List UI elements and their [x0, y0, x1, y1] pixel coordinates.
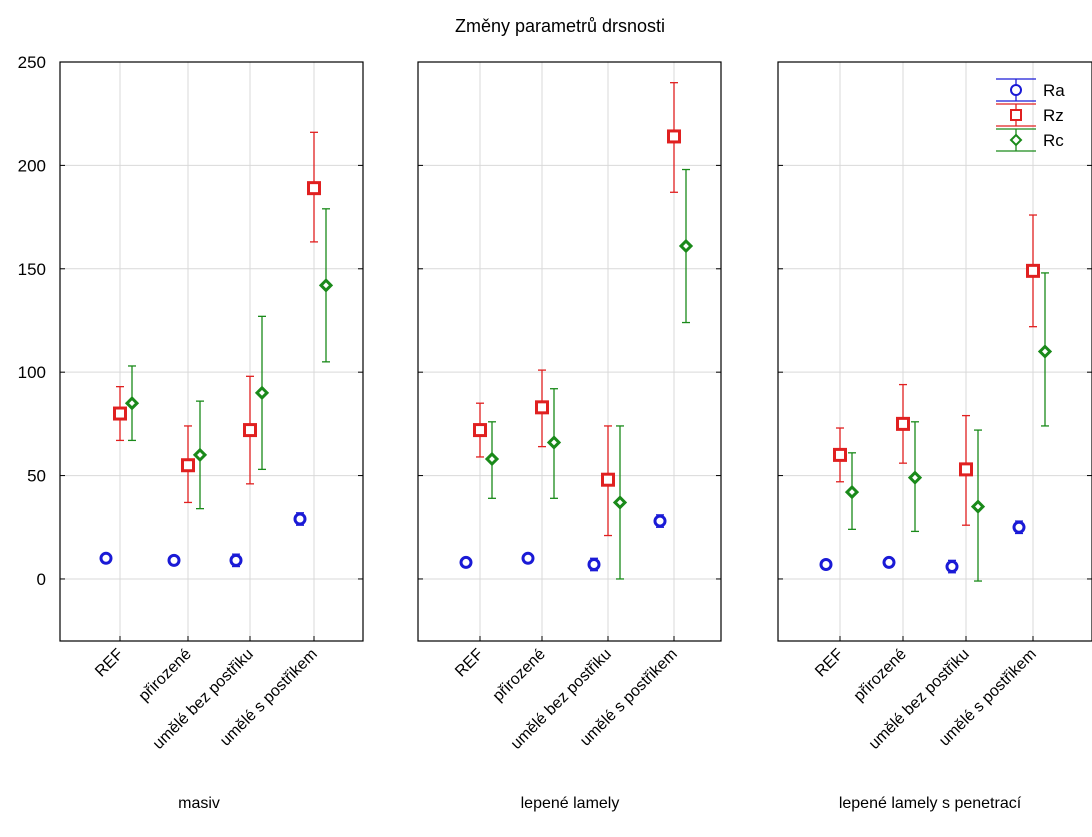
- point-ra: [293, 512, 307, 526]
- y-tick-label: 150: [18, 260, 46, 279]
- point-ra: [882, 555, 896, 569]
- point-rz: [535, 400, 549, 415]
- point-rz: [243, 423, 257, 438]
- x-tick-label: přirozené: [490, 646, 549, 705]
- point-rz: [601, 472, 615, 487]
- panel-frame: [59, 61, 364, 642]
- y-tick-label: 200: [18, 156, 46, 175]
- point-rz: [307, 181, 321, 196]
- panel-frame: [777, 61, 1092, 642]
- point-ra: [587, 557, 601, 571]
- legend-label: Rc: [1043, 131, 1064, 150]
- legend-marker-rz: [1010, 109, 1022, 121]
- point-ra: [1012, 520, 1026, 534]
- point-rc: [907, 470, 923, 485]
- point-ra: [945, 560, 959, 574]
- legend-label: Ra: [1043, 81, 1065, 100]
- panel-label: masiv: [178, 795, 220, 812]
- point-rz: [959, 462, 973, 477]
- point-rz: [1026, 263, 1040, 278]
- chart-title: Změny parametrů drsnosti: [455, 16, 665, 36]
- point-ra: [459, 555, 473, 569]
- x-tick-label: přirozené: [136, 646, 195, 705]
- point-rz: [113, 406, 127, 421]
- point-ra: [653, 514, 667, 528]
- legend-label: Rz: [1043, 106, 1064, 125]
- point-rz: [473, 423, 487, 438]
- point-rz: [181, 458, 195, 473]
- x-tick-label: REF: [452, 646, 487, 681]
- point-ra: [99, 551, 113, 565]
- point-rc: [678, 238, 694, 254]
- legend-marker-rc: [1009, 133, 1023, 147]
- x-tick-label: přirozené: [851, 646, 910, 705]
- point-rc: [124, 396, 140, 411]
- point-rc: [970, 499, 986, 514]
- panel-frame: [417, 61, 722, 642]
- y-tick-label: 250: [18, 53, 46, 72]
- point-rc: [254, 385, 270, 400]
- point-rz: [833, 447, 847, 462]
- point-rc: [844, 484, 860, 500]
- point-rc: [192, 447, 208, 463]
- point-ra: [229, 553, 243, 567]
- y-tick-label: 0: [37, 570, 46, 589]
- x-tick-label: REF: [812, 646, 847, 681]
- point-rc: [318, 278, 334, 293]
- point-rc: [612, 495, 628, 510]
- y-tick-label: 100: [18, 363, 46, 382]
- point-rc: [484, 451, 500, 467]
- legend-marker-ra: [1010, 84, 1022, 96]
- panel-label: lepené lamely s penetrací: [839, 795, 1022, 812]
- point-ra: [521, 551, 535, 565]
- point-rc: [1037, 344, 1053, 359]
- point-rc: [546, 435, 562, 450]
- legend: Ra Rz Rc: [996, 78, 1065, 152]
- y-tick-label: 50: [27, 467, 46, 486]
- point-rz: [896, 416, 910, 431]
- point-ra: [819, 557, 833, 571]
- point-rz: [667, 129, 681, 144]
- x-tick-label: REF: [92, 646, 127, 681]
- panel-label: lepené lamely: [521, 795, 620, 812]
- point-ra: [167, 553, 181, 567]
